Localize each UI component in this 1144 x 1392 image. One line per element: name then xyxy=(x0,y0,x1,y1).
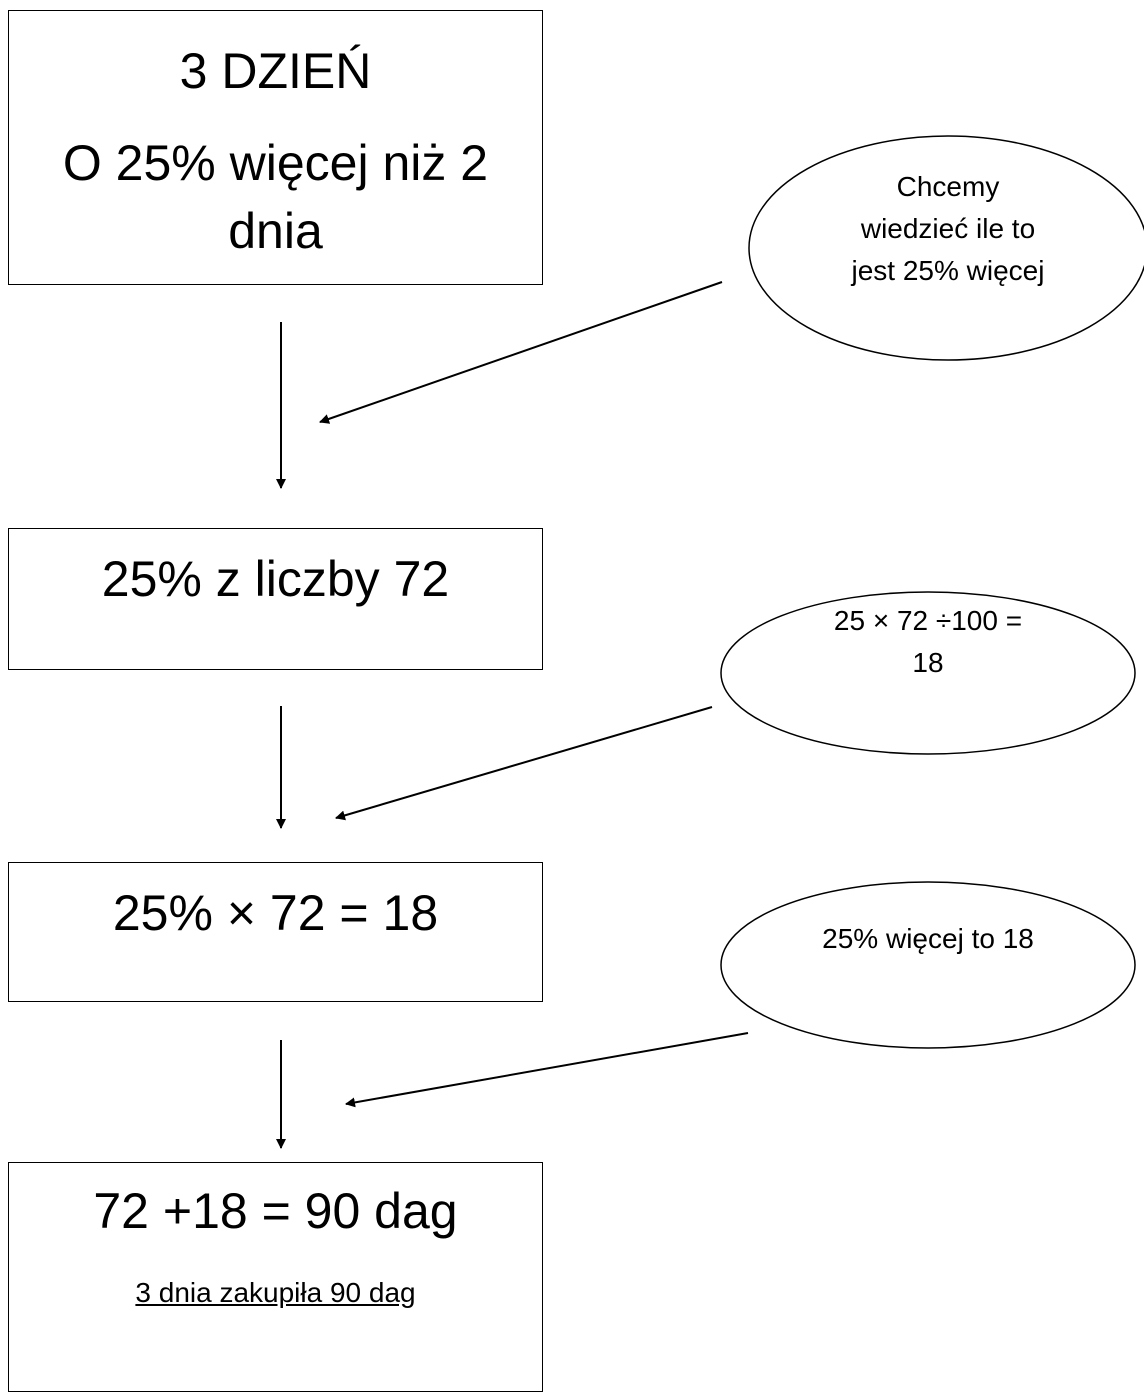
bubble-text: 25% więcej to 18 xyxy=(822,923,1034,954)
step-text: 25% × 72 = 18 xyxy=(112,885,439,941)
step-text: O 25% więcej niż 2 xyxy=(62,135,489,191)
step-title: 3 DZIEŃ xyxy=(179,43,372,99)
step-text: 25% z liczby 72 xyxy=(101,551,450,607)
step-box-day3: 3 DZIEŃ O 25% więcej niż 2 dnia xyxy=(8,10,543,285)
step-box-percent-of: 25% z liczby 72 xyxy=(8,528,543,670)
step-note: 3 dnia zakupiła 90 dag xyxy=(135,1277,416,1308)
bubble-arrow xyxy=(335,706,713,821)
step-text: dnia xyxy=(228,203,323,259)
comment-bubble xyxy=(720,881,1136,1049)
step-text: 72 +18 = 90 dag xyxy=(93,1183,458,1239)
bubble-text: Chcemy wiedzieć ile to jest 25% więcej xyxy=(851,171,1045,286)
bubble-arrow xyxy=(319,281,723,424)
bubble-text: 25 × 72 ÷100 = 18 xyxy=(833,605,1023,678)
comment-bubble xyxy=(748,135,1144,361)
step-box-result: 72 +18 = 90 dag 3 dnia zakupiła 90 dag xyxy=(8,1162,543,1392)
bubble-arrow xyxy=(345,1032,749,1108)
step-box-calculation: 25% × 72 = 18 xyxy=(8,862,543,1002)
comment-bubble xyxy=(720,591,1136,755)
